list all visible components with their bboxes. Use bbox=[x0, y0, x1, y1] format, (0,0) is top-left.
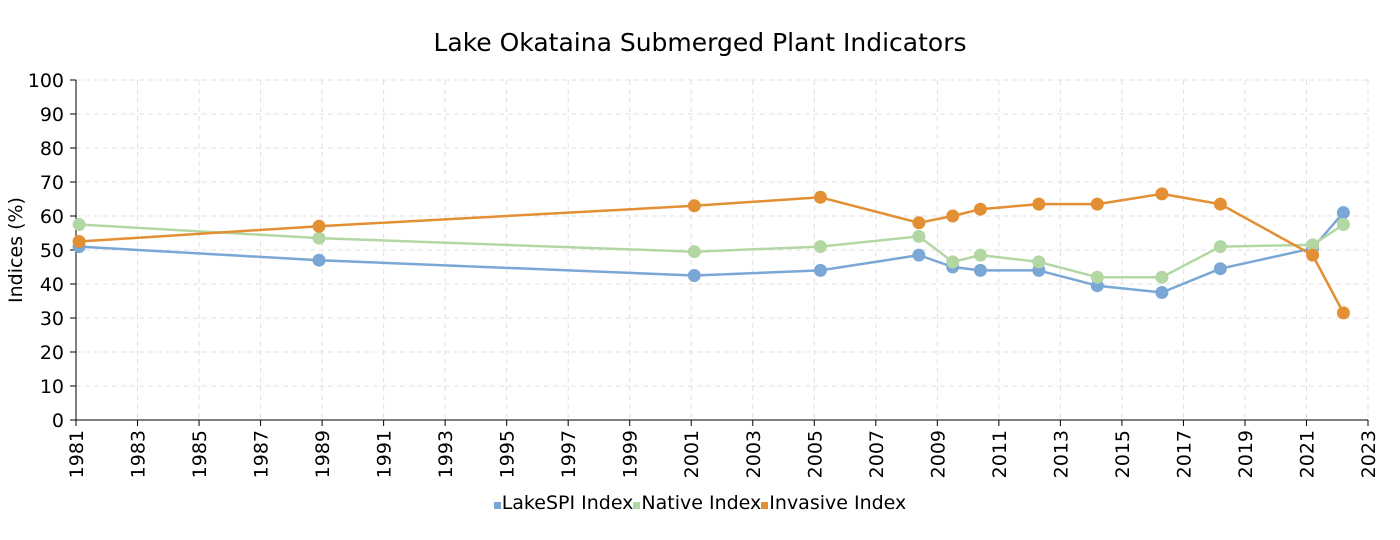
x-tick-label: 2005 bbox=[804, 430, 826, 478]
series-line-native-index bbox=[79, 223, 1345, 279]
data-point-native-index bbox=[1213, 240, 1227, 254]
x-tick-label: 1989 bbox=[312, 430, 334, 478]
data-point-lakespi-index bbox=[1213, 262, 1227, 276]
data-point-invasive-index bbox=[973, 202, 987, 216]
data-point-lakespi-index bbox=[1336, 206, 1350, 220]
x-tick-label: 2019 bbox=[1235, 430, 1257, 478]
x-tick-label: 2011 bbox=[989, 430, 1011, 478]
y-tick-label: 80 bbox=[40, 138, 64, 160]
data-point-native-index bbox=[687, 245, 701, 259]
x-tick-label: 1999 bbox=[620, 430, 642, 478]
legend-label: Invasive Index bbox=[769, 492, 907, 514]
data-point-invasive-index bbox=[1306, 248, 1320, 262]
data-point-native-index bbox=[1032, 255, 1046, 269]
data-point-native-index bbox=[312, 231, 326, 245]
data-point-native-index bbox=[1155, 270, 1169, 284]
legend-swatch bbox=[493, 502, 501, 509]
data-point-invasive-index bbox=[687, 199, 701, 213]
legend-swatch bbox=[761, 502, 769, 509]
x-tick-label: 1991 bbox=[374, 430, 396, 478]
x-tick-label: 2013 bbox=[1050, 430, 1072, 478]
legend-item[interactable]: Native Index bbox=[633, 492, 761, 514]
legend-item[interactable]: Invasive Index bbox=[761, 492, 906, 514]
data-point-invasive-index bbox=[312, 219, 326, 233]
data-point-invasive-index bbox=[1032, 197, 1046, 211]
x-tick-label: 1985 bbox=[189, 430, 211, 478]
x-tick-label: 2015 bbox=[1112, 430, 1134, 478]
x-tick-label: 1997 bbox=[558, 430, 580, 478]
x-tick-label: 1995 bbox=[497, 430, 519, 478]
y-tick-label: 30 bbox=[40, 308, 64, 330]
data-point-invasive-index bbox=[1336, 306, 1350, 320]
x-tick-label: 2003 bbox=[743, 430, 765, 478]
legend-label: LakeSPI Index bbox=[501, 492, 634, 514]
data-point-native-index bbox=[946, 255, 960, 269]
data-point-lakespi-index bbox=[312, 253, 326, 267]
y-tick-label: 70 bbox=[40, 172, 64, 194]
series-line-invasive-index bbox=[79, 192, 1345, 314]
y-tick-label: 100 bbox=[28, 70, 64, 92]
y-tick-label: 60 bbox=[40, 206, 64, 228]
data-point-invasive-index bbox=[912, 216, 926, 230]
data-point-lakespi-index bbox=[687, 269, 701, 282]
x-tick-label: 2001 bbox=[681, 430, 703, 478]
data-point-native-index bbox=[72, 218, 86, 231]
chart-title: Lake Okataina Submerged Plant Indicators bbox=[433, 28, 967, 57]
x-tick-label: 1987 bbox=[251, 430, 273, 478]
data-point-invasive-index bbox=[813, 190, 827, 204]
x-tick-label: 2009 bbox=[927, 430, 949, 478]
data-point-lakespi-index bbox=[813, 263, 827, 277]
data-point-native-index bbox=[973, 248, 987, 262]
legend-label: Native Index bbox=[641, 492, 762, 514]
data-point-invasive-index bbox=[1090, 197, 1104, 211]
data-point-invasive-index bbox=[72, 235, 86, 248]
data-point-lakespi-index bbox=[973, 263, 987, 277]
data-point-invasive-index bbox=[1155, 187, 1169, 201]
data-point-lakespi-index bbox=[912, 248, 926, 262]
x-tick-label: 2021 bbox=[1296, 430, 1318, 478]
y-tick-label: 50 bbox=[40, 240, 64, 262]
data-point-invasive-index bbox=[1213, 197, 1227, 211]
legend-item[interactable]: LakeSPI Index bbox=[493, 492, 634, 514]
data-point-native-index bbox=[912, 229, 926, 243]
x-tick-label: 1981 bbox=[66, 430, 88, 478]
x-tick-label: 1983 bbox=[128, 430, 150, 478]
y-tick-label: 40 bbox=[40, 274, 64, 296]
y-tick-label: 0 bbox=[52, 410, 64, 432]
chart-legend: LakeSPI Index Native Index Invasive Index bbox=[0, 492, 1400, 514]
x-tick-label: 2007 bbox=[866, 430, 888, 478]
data-point-native-index bbox=[1336, 218, 1350, 231]
y-tick-label: 10 bbox=[40, 376, 64, 398]
x-tick-label: 2023 bbox=[1358, 430, 1380, 478]
series-line-lakespi-index bbox=[79, 211, 1345, 294]
data-point-invasive-index bbox=[946, 209, 960, 223]
y-tick-label: 20 bbox=[40, 342, 64, 364]
y-axis-label: Indices (%) bbox=[5, 197, 27, 303]
data-point-lakespi-index bbox=[1155, 286, 1169, 299]
data-point-native-index bbox=[1090, 270, 1104, 284]
x-tick-label: 1993 bbox=[435, 430, 457, 478]
data-point-native-index bbox=[1306, 238, 1320, 252]
x-tick-label: 2017 bbox=[1173, 430, 1195, 478]
data-point-native-index bbox=[813, 240, 827, 254]
legend-swatch bbox=[633, 502, 641, 509]
y-tick-label: 90 bbox=[40, 104, 64, 126]
